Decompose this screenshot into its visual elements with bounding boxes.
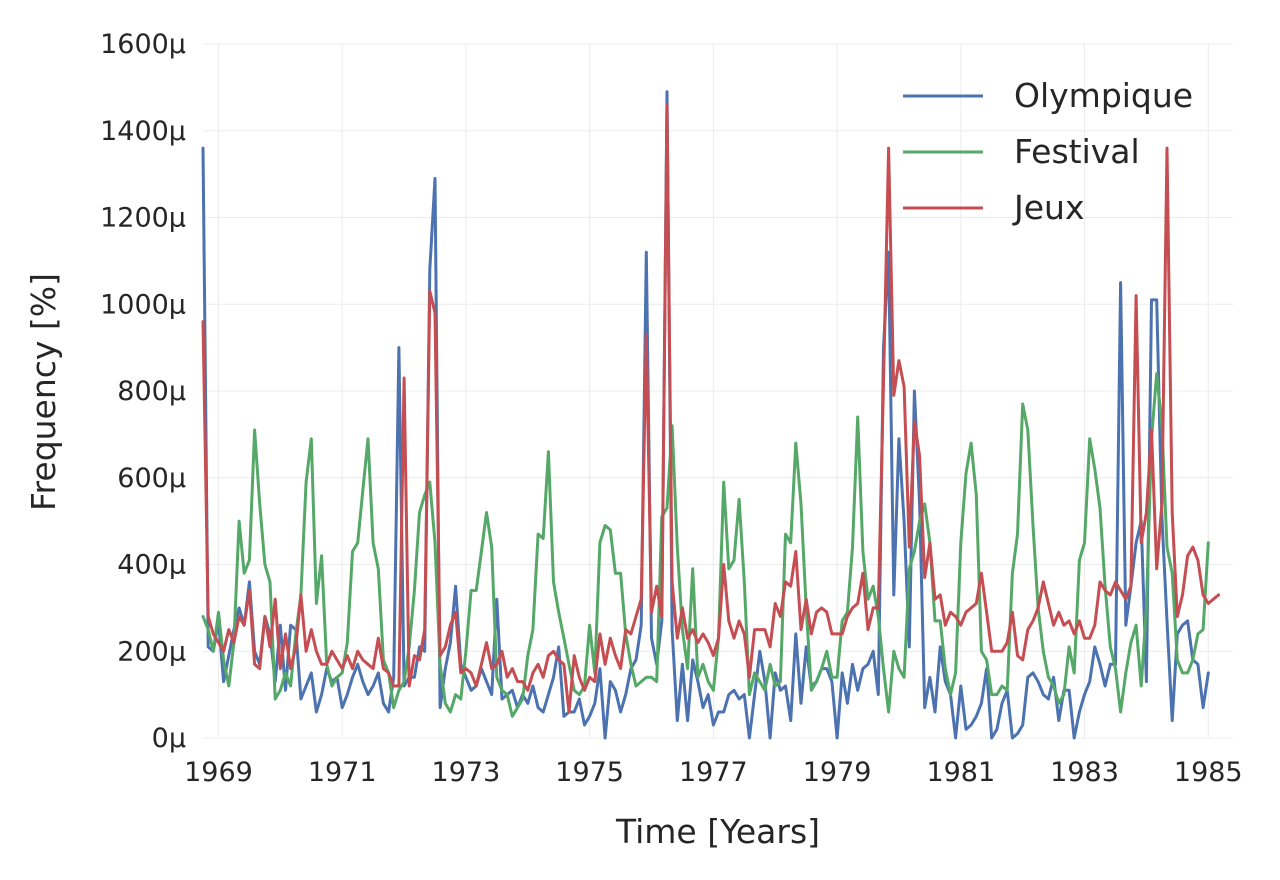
legend: Olympique Festival Jeux <box>903 76 1193 227</box>
x-tick-label: 1979 <box>803 757 872 788</box>
y-tick-label: 1000μ <box>100 289 186 320</box>
legend-label-olympique: Olympique <box>1014 76 1193 115</box>
y-tick-label: 0μ <box>152 723 186 754</box>
gridlines <box>203 43 1233 739</box>
series-lines <box>201 90 1221 740</box>
y-tick-label: 200μ <box>117 636 186 667</box>
y-axis-tick-labels: 0μ 200μ 400μ 600μ 800μ 1000μ 1200μ 1400μ 1600μ <box>100 29 186 754</box>
y-tick-label: 400μ <box>117 550 186 581</box>
y-tick-label: 1600μ <box>100 29 186 60</box>
series-line-festival <box>201 372 1210 718</box>
legend-label-festival: Festival <box>1014 132 1140 171</box>
y-tick-label: 1200μ <box>100 203 186 234</box>
legend-label-jeux: Jeux <box>1012 188 1084 227</box>
x-tick-label: 1981 <box>926 757 995 788</box>
y-tick-label: 1400μ <box>100 116 186 147</box>
x-tick-label: 1985 <box>1174 757 1243 788</box>
x-tick-label: 1975 <box>555 757 624 788</box>
x-tick-label: 1977 <box>679 757 748 788</box>
y-tick-label: 800μ <box>117 376 186 407</box>
x-axis-title: Time [Years] <box>615 812 820 851</box>
x-tick-label: 1983 <box>1050 757 1119 788</box>
y-axis-title: Frequency [%] <box>24 273 63 511</box>
series-line-olympique <box>201 90 1210 740</box>
x-tick-label: 1973 <box>432 757 501 788</box>
x-axis-tick-labels: 1969 1971 1973 1975 1977 1979 1981 1983 1985 <box>184 757 1243 788</box>
x-tick-label: 1971 <box>308 757 377 788</box>
y-tick-label: 600μ <box>117 463 186 494</box>
series-line-jeux <box>201 103 1221 714</box>
x-tick-label: 1969 <box>184 757 253 788</box>
